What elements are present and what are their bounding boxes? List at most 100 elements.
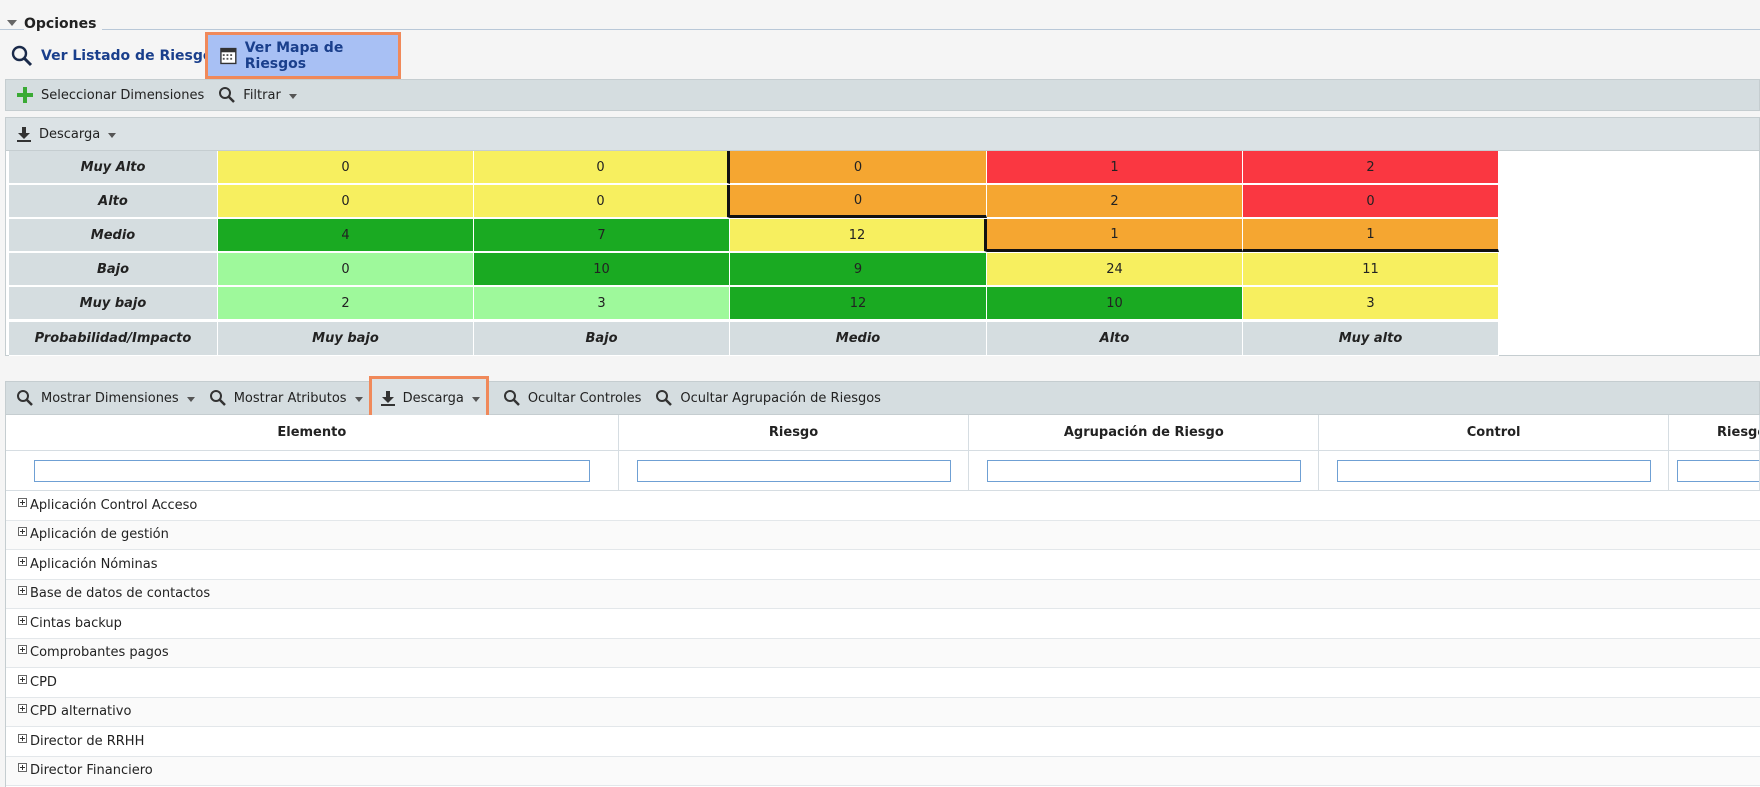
grid-download-dropdown[interactable]: Descarga	[368, 376, 489, 420]
expand-plus-icon[interactable]	[18, 527, 27, 537]
matrix-cell[interactable]: 2	[1243, 151, 1499, 184]
matrix-cell[interactable]: 0	[730, 151, 987, 184]
matrix-cell[interactable]: 12	[730, 287, 987, 320]
matrix-cell[interactable]: 2	[987, 185, 1243, 218]
show-attributes-label: Mostrar Atributos	[233, 390, 347, 406]
filter-cell	[619, 451, 970, 490]
grid-download-label: Descarga	[402, 390, 464, 406]
matrix-cell[interactable]: 1	[987, 219, 1243, 252]
matrix-cell[interactable]: 4	[218, 219, 474, 252]
options-section-header[interactable]: Opciones	[0, 14, 1760, 32]
expand-plus-icon[interactable]	[18, 586, 27, 596]
matrix-cell[interactable]: 0	[218, 151, 474, 184]
map-toolbar: Seleccionar Dimensiones Filtrar	[5, 79, 1760, 111]
matrix-cell[interactable]: 0	[218, 185, 474, 218]
filter-cell	[1319, 451, 1670, 490]
view-risk-list-link[interactable]: Ver Listado de Riesgos	[11, 42, 221, 70]
table-row[interactable]: Aplicación Control Acceso	[6, 491, 1760, 521]
column-label: Bajo	[474, 322, 730, 356]
row-label: Aplicación de gestión	[30, 527, 169, 543]
column-label: Alto	[987, 322, 1243, 356]
matrix-row-alto: Alto 0 0 0 2 0	[9, 185, 1499, 219]
riesgo-filter-input[interactable]	[636, 459, 951, 482]
column-header-control[interactable]: Control	[1319, 415, 1670, 450]
expand-plus-icon[interactable]	[18, 615, 27, 625]
filter-dropdown[interactable]: Filtrar	[218, 80, 297, 110]
row-label: Aplicación Nóminas	[30, 556, 158, 572]
agrupacion-filter-input[interactable]	[986, 459, 1301, 482]
row-label: CPD alternativo	[30, 704, 132, 720]
elemento-filter-input[interactable]	[33, 459, 590, 482]
map-download-dropdown[interactable]: Descarga	[16, 118, 117, 150]
hide-controls-label: Ocultar Controles	[527, 390, 642, 406]
hide-controls-button[interactable]: Ocultar Controles	[503, 382, 642, 414]
matrix-cell[interactable]: 1	[1243, 219, 1499, 252]
matrix-cell[interactable]: 0	[218, 253, 474, 286]
expand-plus-icon[interactable]	[18, 497, 27, 507]
matrix-cell[interactable]: 1	[987, 151, 1243, 184]
view-risk-list-label: Ver Listado de Riesgos	[41, 48, 221, 64]
column-header-riesgo-2[interactable]: Riesgo	[1669, 415, 1760, 450]
matrix-cell[interactable]: 0	[1243, 185, 1499, 218]
view-risk-map-link[interactable]: Ver Mapa de Riesgos	[205, 32, 401, 79]
column-header-agrupacion[interactable]: Agrupación de Riesgo	[969, 415, 1320, 450]
table-row[interactable]: CPD alternativo	[6, 697, 1760, 727]
table-row[interactable]: Aplicación Nóminas	[6, 550, 1760, 580]
column-header-riesgo[interactable]: Riesgo	[619, 415, 970, 450]
filter-cell	[1669, 451, 1760, 490]
expand-plus-icon[interactable]	[18, 556, 27, 566]
download-icon	[17, 127, 31, 142]
table-row[interactable]: Base de datos de contactos	[6, 579, 1760, 609]
grid-body: Aplicación Control Acceso Aplicación de …	[6, 491, 1760, 786]
grid-toolbar: Mostrar Dimensiones Mostrar Atributos De…	[5, 376, 1760, 420]
chevron-down-icon	[354, 397, 363, 402]
expand-plus-icon[interactable]	[18, 674, 27, 684]
column-header-elemento[interactable]: Elemento	[6, 415, 619, 450]
matrix-cell[interactable]: 2	[218, 287, 474, 320]
matrix-cell[interactable]: 24	[987, 253, 1243, 286]
matrix-cell[interactable]: 3	[1243, 287, 1499, 320]
filter-label: Filtrar	[243, 87, 281, 103]
collapse-triangle-icon[interactable]	[7, 20, 17, 26]
control-filter-input[interactable]	[1336, 459, 1651, 482]
row-label: Director Financiero	[30, 763, 153, 779]
filter-cell	[969, 451, 1320, 490]
risk-grid: Elemento Riesgo Agrupación de Riesgo Con…	[5, 415, 1760, 787]
table-row[interactable]: Director de RRHH	[6, 727, 1760, 757]
table-row[interactable]: Aplicación de gestión	[6, 520, 1760, 550]
matrix-cell[interactable]: 3	[474, 287, 730, 320]
matrix-axis-row: Probabilidad/Impacto Muy bajo Bajo Medio…	[9, 322, 1499, 358]
matrix-cell[interactable]: 11	[1243, 253, 1499, 286]
filter-cell	[6, 451, 619, 490]
expand-plus-icon[interactable]	[18, 704, 27, 714]
table-row[interactable]: Director Financiero	[6, 756, 1760, 786]
hide-grouping-button[interactable]: Ocultar Agrupación de Riesgos	[655, 382, 881, 414]
matrix-cell[interactable]: 10	[474, 253, 730, 286]
select-dimensions-label: Seleccionar Dimensiones	[41, 87, 205, 103]
chevron-down-icon	[471, 397, 480, 402]
search-icon	[209, 390, 226, 406]
expand-plus-icon[interactable]	[18, 733, 27, 743]
matrix-row-bajo: Bajo 0 10 9 24 11	[9, 253, 1499, 287]
table-row[interactable]: Cintas backup	[6, 609, 1760, 639]
matrix-cell[interactable]: 10	[987, 287, 1243, 320]
expand-plus-icon[interactable]	[18, 763, 27, 773]
expand-plus-icon[interactable]	[18, 645, 27, 655]
matrix-cell[interactable]: 9	[730, 253, 987, 286]
riesgo-2-filter-input[interactable]	[1677, 459, 1760, 482]
matrix-cell[interactable]: 0	[474, 151, 730, 184]
select-dimensions-button[interactable]: Seleccionar Dimensiones	[16, 80, 204, 110]
row-label: Comprobantes pagos	[30, 645, 169, 661]
matrix-cell[interactable]: 7	[474, 219, 730, 252]
row-label: Director de RRHH	[30, 733, 145, 749]
table-row[interactable]: Comprobantes pagos	[6, 638, 1760, 668]
table-row[interactable]: CPD	[6, 668, 1760, 698]
matrix-cell[interactable]: 0	[730, 185, 987, 218]
matrix-cell[interactable]: 0	[474, 185, 730, 218]
download-icon	[380, 391, 395, 406]
show-attributes-dropdown[interactable]: Mostrar Atributos	[209, 382, 363, 414]
show-dimensions-dropdown[interactable]: Mostrar Dimensiones	[16, 382, 195, 414]
matrix-cell[interactable]: 12	[730, 219, 987, 252]
row-label: Cintas backup	[30, 615, 122, 631]
hide-grouping-label: Ocultar Agrupación de Riesgos	[680, 390, 881, 406]
